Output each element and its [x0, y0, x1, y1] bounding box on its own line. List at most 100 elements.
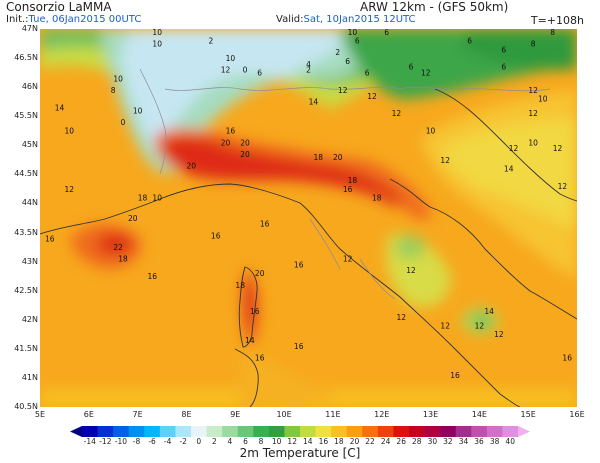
- contour-label: 14: [245, 336, 255, 345]
- contour-label: 12: [343, 255, 353, 264]
- contour-label: 6: [365, 69, 370, 78]
- contour-label: 6: [384, 29, 389, 37]
- contour-label: 12: [406, 266, 416, 275]
- contour-label: 16: [250, 307, 260, 316]
- colorbar-cell: [331, 426, 348, 437]
- colorbar-tick-label: 0: [196, 437, 202, 446]
- contour-label: 20: [255, 269, 265, 278]
- contour-label: 10: [133, 106, 143, 115]
- colorbar-tick-label: -6: [148, 437, 156, 446]
- longitude-tick-label: 13E: [422, 410, 439, 419]
- colorbar-tick-label: 26: [396, 437, 406, 446]
- contour-label: 2: [335, 48, 340, 57]
- longitude-tick-label: 11E: [325, 410, 341, 419]
- contour-label: 12: [528, 86, 538, 95]
- contour-label: 12: [528, 109, 538, 118]
- longitude-tick-label: 16E: [569, 410, 585, 419]
- contour-label: 10: [226, 54, 236, 63]
- contour-label: 16: [294, 342, 304, 351]
- colorbar-cell: [424, 426, 441, 437]
- contour-label: 0: [121, 118, 126, 127]
- latitude-tick-label: 46.5N: [14, 53, 38, 63]
- contour-label: 10: [152, 29, 162, 37]
- contour-label: 8: [550, 29, 555, 37]
- colorbar-cell: [502, 426, 519, 437]
- contour-label: 12: [421, 69, 431, 78]
- colorbar-cell: [175, 426, 192, 437]
- longitude-tick-label: 8E: [181, 410, 192, 419]
- colorbar-cell: [191, 426, 207, 437]
- contour-label: 16: [260, 220, 270, 229]
- longitude-tick-label: 12E: [374, 410, 390, 419]
- colorbar-tick-label: 10: [271, 437, 282, 446]
- colorbar-cell: [253, 426, 270, 437]
- latitude-tick-label: 44N: [21, 198, 38, 208]
- init-value: Tue, 06Jan2015 00UTC: [28, 14, 142, 25]
- colorbar-cell: [128, 426, 145, 437]
- valid-label: Valid:: [276, 14, 304, 25]
- contour-label: 18: [314, 153, 324, 162]
- contour-label: 20: [128, 214, 138, 223]
- contour-label: 16: [343, 185, 353, 194]
- latitude-tick-label: 46N: [21, 82, 38, 92]
- colorbar-tick-label: -8: [132, 437, 141, 446]
- contour-label: 16: [255, 354, 265, 363]
- contour-label: 14: [504, 165, 514, 174]
- contour-label: 12: [553, 144, 563, 153]
- contour-label: 12: [475, 322, 485, 331]
- longitude-tick-label: 15E: [520, 410, 536, 419]
- colorbar-tick-label: 14: [303, 437, 313, 446]
- contour-label: 12: [397, 313, 407, 322]
- colorbar-tick-label: 40: [505, 437, 515, 446]
- contour-label: 8: [531, 39, 536, 48]
- contour-label: 10: [152, 194, 162, 203]
- contour-label: 6: [501, 63, 506, 72]
- colorbar-cell: [82, 426, 98, 437]
- latitude-tick-label: 41N: [21, 372, 38, 382]
- contour-label: 14: [309, 98, 319, 107]
- contour-label: 6: [355, 37, 360, 46]
- contour-label: 6: [501, 45, 506, 54]
- colorbar-tick-label: 12: [287, 437, 297, 446]
- colorbar-cell: [284, 426, 301, 437]
- colorbar-tick-label: 16: [318, 437, 329, 446]
- longitude-tick-label: 6E: [83, 410, 94, 419]
- colorbar-cell: [346, 426, 363, 437]
- contour-label: 6: [345, 57, 350, 66]
- latitude-tick-label: 41.5N: [14, 343, 38, 353]
- contour-label: 2: [209, 37, 214, 46]
- latitude-tick-label: 43.5N: [14, 227, 38, 237]
- contour-label: 12: [338, 86, 348, 95]
- latitude-tick-label: 44.5N: [14, 169, 38, 179]
- valid-time: Valid:Sat, 10Jan2015 12UTC: [276, 14, 416, 25]
- contour-label: 18: [235, 281, 245, 290]
- contour-label: 16: [211, 231, 221, 240]
- colorbar-tick-label: 32: [443, 437, 453, 446]
- colorbar-tick-label: -4: [163, 437, 172, 446]
- colorbar-min-arrow: [70, 426, 82, 437]
- colorbar-cell: [471, 426, 488, 437]
- colorbar-tick-label: 30: [427, 437, 438, 446]
- organization-title: Consorzio LaMMA: [6, 0, 112, 14]
- contour-label: 12: [494, 330, 504, 339]
- contour-label: 10: [426, 127, 436, 136]
- contour-label: 20: [187, 162, 197, 171]
- colorbar-cell: [113, 426, 130, 437]
- contour-label: 18: [372, 194, 382, 203]
- contour-label: 16: [294, 260, 304, 269]
- longitude-tick-label: 14E: [471, 410, 487, 419]
- colorbar-cell: [206, 426, 223, 437]
- longitude-tick-label: 5E: [34, 410, 46, 419]
- colorbar-tick-label: -2: [179, 437, 187, 446]
- colorbar-tick-label: 8: [258, 437, 264, 446]
- contour-label: 20: [240, 138, 250, 147]
- contour-label: 16: [562, 354, 572, 363]
- valid-value: Sat, 10Jan2015 12UTC: [303, 14, 416, 25]
- colorbar-cell: [362, 426, 379, 437]
- contour-label: 12: [392, 109, 402, 118]
- model-title: ARW 12km - (GFS 50km): [360, 0, 509, 14]
- contour-label: 16: [226, 127, 236, 136]
- contour-label: 22: [113, 243, 123, 252]
- colorbar-cell: [144, 426, 161, 437]
